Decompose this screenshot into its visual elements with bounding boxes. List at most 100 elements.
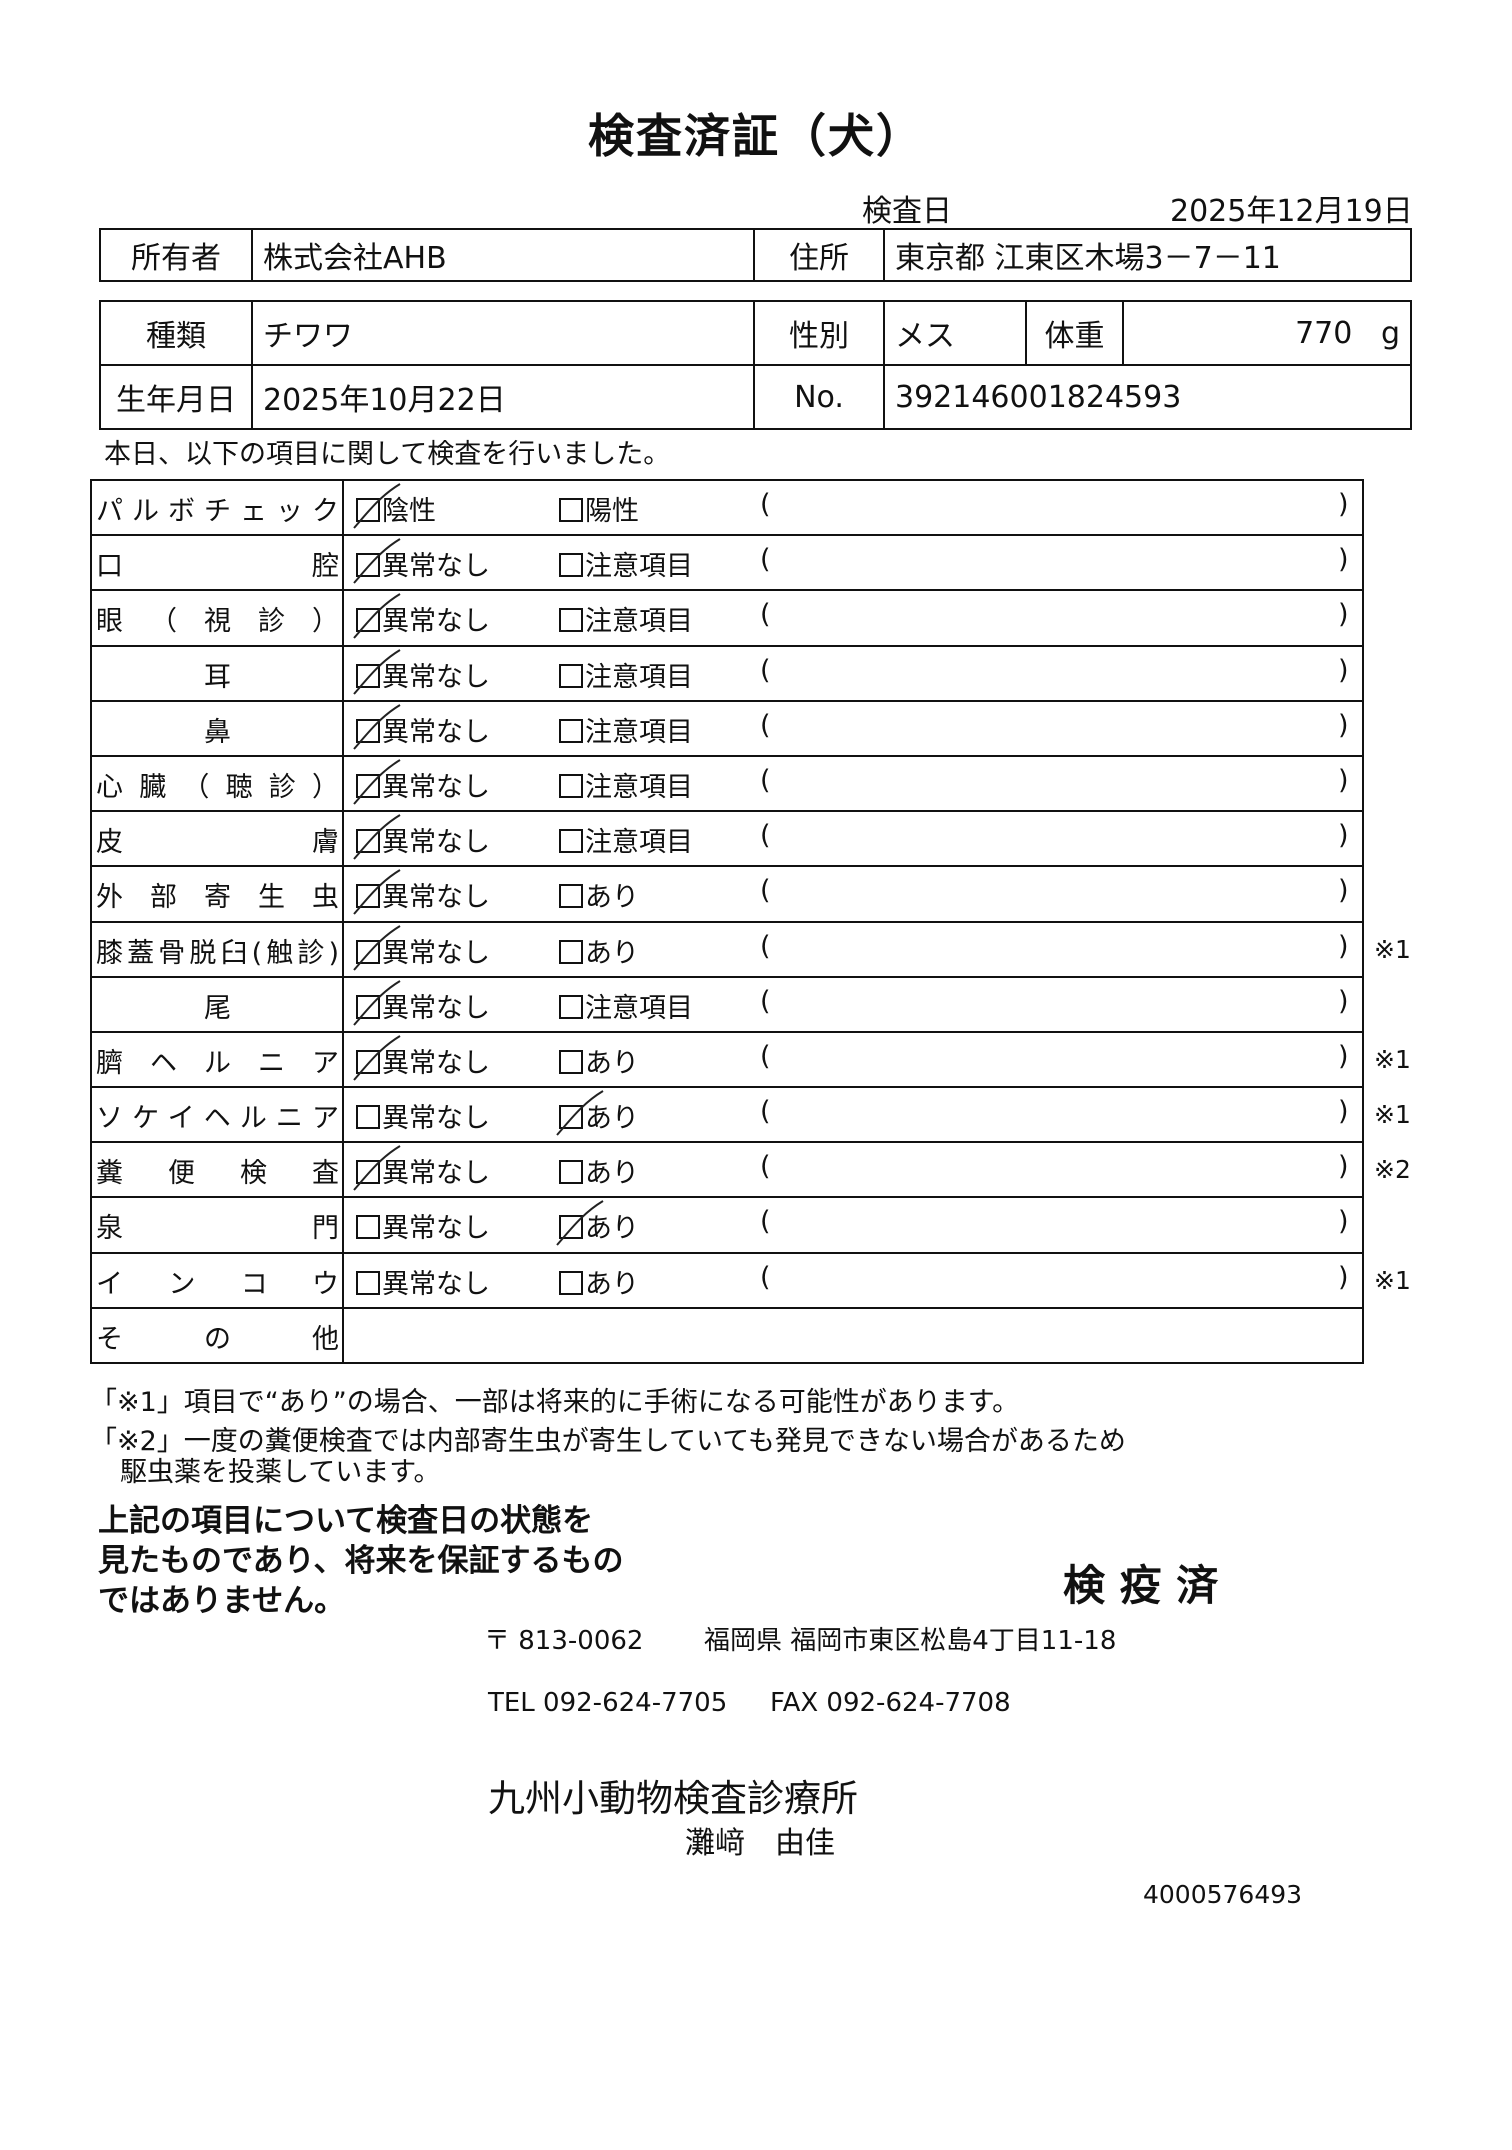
option-2[interactable]: 注意項目 bbox=[559, 599, 693, 638]
option-2[interactable]: あり bbox=[556, 1090, 639, 1136]
checkbox[interactable] bbox=[356, 1105, 380, 1130]
option-2[interactable]: 注意項目 bbox=[559, 820, 693, 859]
column-divider bbox=[342, 591, 344, 645]
option-2[interactable]: あり bbox=[559, 931, 639, 970]
option-1[interactable]: 異常なし bbox=[353, 703, 490, 750]
option-2[interactable]: 注意項目 bbox=[559, 710, 693, 749]
checkbox[interactable] bbox=[353, 538, 401, 584]
item-label: 耳 bbox=[204, 661, 231, 693]
option-2[interactable]: 陽性 bbox=[559, 489, 639, 528]
checkbox[interactable] bbox=[559, 994, 583, 1019]
column-divider bbox=[342, 1088, 344, 1142]
checkbox[interactable] bbox=[353, 814, 401, 860]
option-1[interactable]: 異常なし bbox=[353, 1035, 490, 1081]
option-2[interactable]: 注意項目 bbox=[559, 655, 693, 694]
remarks-open: ( bbox=[760, 1151, 771, 1183]
checkbox[interactable] bbox=[353, 924, 401, 971]
checkbox[interactable] bbox=[559, 553, 583, 578]
option-1[interactable]: 異常なし bbox=[353, 1145, 490, 1191]
option-2[interactable]: あり bbox=[559, 875, 639, 914]
weight-value: 770 bbox=[1295, 315, 1353, 351]
remarks-close: ) bbox=[1338, 1096, 1349, 1128]
pet-table: 種類 チワワ 性別 メス 体重 770 g 生年月日 2025年10月22日 N… bbox=[99, 300, 1412, 430]
remarks-close: ) bbox=[1338, 764, 1349, 796]
option-1[interactable]: 異常なし bbox=[353, 924, 490, 971]
option-2[interactable]: 注意項目 bbox=[559, 986, 693, 1025]
footnote-2-cont: 駆虫薬を投薬しています。 bbox=[120, 1457, 441, 1488]
remarks-open: ( bbox=[760, 1261, 771, 1293]
checkbox[interactable] bbox=[556, 1200, 604, 1247]
option-label: 異常なし bbox=[382, 937, 490, 969]
option-label: 異常なし bbox=[382, 661, 490, 693]
remarks-open: ( bbox=[760, 1206, 771, 1238]
column-divider bbox=[342, 1143, 344, 1197]
checklist-row: 耳 異常なし 注意項目 () bbox=[90, 646, 1364, 702]
checkbox[interactable] bbox=[353, 759, 401, 805]
remarks-close: ) bbox=[1338, 599, 1349, 631]
column-divider bbox=[342, 1308, 344, 1362]
option-1[interactable]: 陰性 bbox=[353, 483, 436, 529]
option-1[interactable]: 異常なし bbox=[356, 1206, 490, 1245]
checkbox[interactable] bbox=[559, 884, 583, 909]
checkbox[interactable] bbox=[353, 869, 401, 915]
document-id: 4000576493 bbox=[1143, 1880, 1303, 1909]
sex-value: メス bbox=[883, 300, 1027, 366]
birth-value: 2025年10月22日 bbox=[251, 364, 755, 430]
checkbox[interactable] bbox=[559, 1049, 583, 1074]
footnote-marker: ※2 bbox=[1374, 1155, 1411, 1185]
checkbox[interactable] bbox=[559, 663, 583, 688]
option-1[interactable]: 異常なし bbox=[353, 979, 490, 1026]
checkbox[interactable] bbox=[353, 483, 401, 529]
option-label: 異常なし bbox=[382, 992, 490, 1024]
checkbox[interactable] bbox=[559, 608, 583, 633]
option-1[interactable]: 異常なし bbox=[353, 593, 490, 640]
option-1[interactable]: 異常なし bbox=[353, 538, 490, 584]
option-2[interactable]: あり bbox=[559, 1151, 639, 1190]
checkbox[interactable] bbox=[353, 1035, 401, 1081]
checkbox[interactable] bbox=[559, 773, 583, 798]
checkbox[interactable] bbox=[353, 648, 401, 695]
option-label: 注意項目 bbox=[585, 551, 693, 583]
checkbox[interactable] bbox=[353, 1145, 401, 1191]
option-2[interactable]: あり bbox=[559, 1041, 639, 1080]
checklist-row: 膝蓋骨脱臼(触診) 異常なし あり () ※1 bbox=[90, 922, 1411, 978]
checkbox[interactable] bbox=[356, 1215, 380, 1240]
option-1[interactable]: 異常なし bbox=[356, 1262, 490, 1301]
remarks-close: ) bbox=[1338, 709, 1349, 741]
checkbox[interactable] bbox=[353, 979, 401, 1026]
sex-label: 性別 bbox=[753, 300, 885, 366]
checkbox[interactable] bbox=[556, 1090, 604, 1136]
footnote-marker: ※1 bbox=[1374, 1044, 1411, 1074]
checkbox[interactable] bbox=[353, 703, 401, 750]
option-2[interactable]: あり bbox=[559, 1262, 639, 1301]
owner-table: 所有者 株式会社AHB 住所 東京都 江東区木場3－7－11 bbox=[99, 228, 1412, 282]
remarks-open: ( bbox=[760, 654, 771, 686]
option-2[interactable]: あり bbox=[556, 1200, 639, 1247]
option-1[interactable]: 異常なし bbox=[353, 759, 490, 805]
postal-code: 〒 813-0062 bbox=[484, 1626, 644, 1656]
checklist-row: 心臓（聴診） 異常なし 注意項目 () bbox=[90, 756, 1364, 813]
option-1[interactable]: 異常なし bbox=[356, 1096, 490, 1135]
remarks-open: ( bbox=[760, 764, 771, 796]
checkbox[interactable] bbox=[559, 498, 583, 522]
document-title: 検査済証（犬） bbox=[588, 109, 924, 163]
checkbox[interactable] bbox=[559, 718, 583, 743]
option-1[interactable]: 異常なし bbox=[353, 814, 490, 860]
checkbox[interactable] bbox=[353, 593, 401, 640]
option-2[interactable]: 注意項目 bbox=[559, 544, 693, 583]
birth-label: 生年月日 bbox=[99, 364, 253, 430]
remarks-close: ) bbox=[1338, 875, 1349, 907]
checkbox[interactable] bbox=[356, 1270, 380, 1295]
checklist-row: 泉門 異常なし あり () bbox=[90, 1198, 1364, 1254]
checkbox[interactable] bbox=[559, 1270, 583, 1295]
option-label: 異常なし bbox=[382, 551, 490, 583]
checkbox[interactable] bbox=[559, 1160, 583, 1185]
clinic-name: 九州小動物検査診療所 bbox=[488, 1777, 858, 1820]
checkbox[interactable] bbox=[559, 939, 583, 964]
option-label: 異常なし bbox=[382, 1103, 490, 1135]
option-2[interactable]: 注意項目 bbox=[559, 765, 693, 804]
option-1[interactable]: 異常なし bbox=[353, 648, 490, 695]
option-1[interactable]: 異常なし bbox=[353, 869, 490, 915]
checkbox[interactable] bbox=[559, 829, 583, 854]
remarks-close: ) bbox=[1338, 985, 1349, 1017]
